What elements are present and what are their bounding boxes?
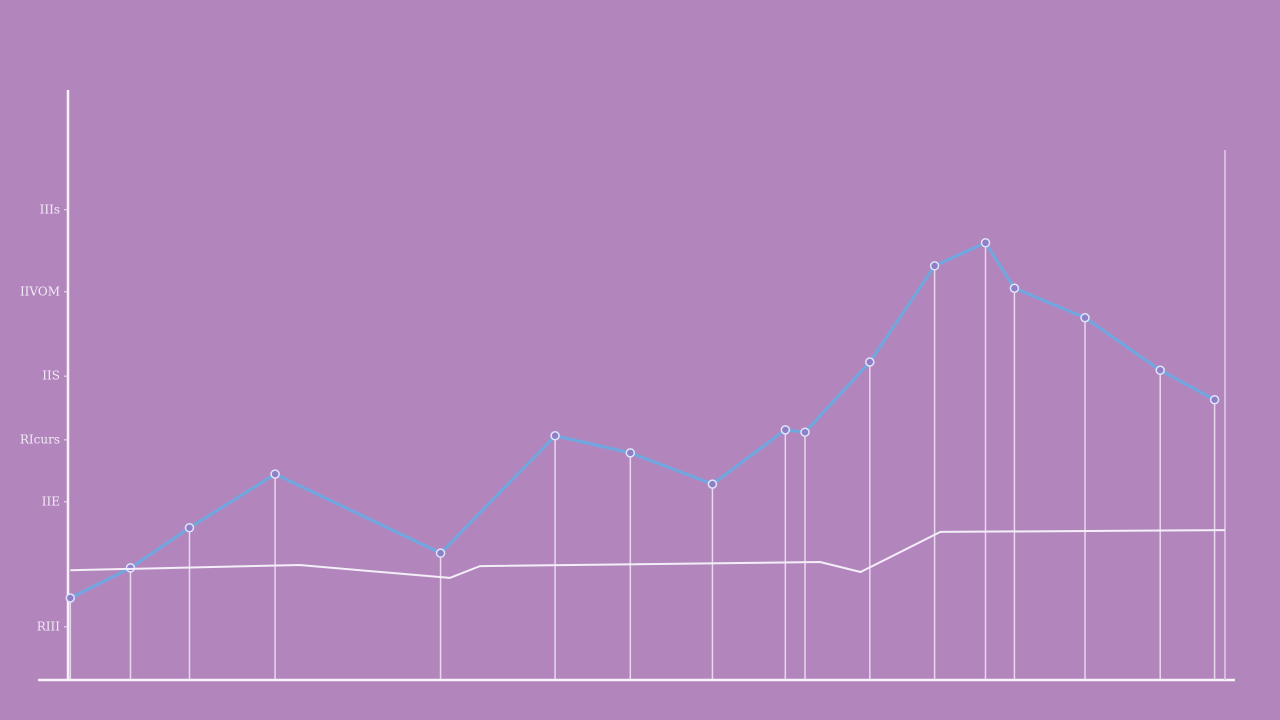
point [1009,283,1020,293]
point [625,448,636,458]
point [865,357,875,367]
point [780,425,791,435]
y-tick-label: IIE [42,494,60,508]
series-line [69,241,1216,600]
y-tick-label: RIcurs [20,432,60,446]
point [65,593,76,603]
point [929,261,940,271]
series-line [70,529,1226,579]
point [980,238,991,248]
y-tick-label: IIIs [40,202,60,216]
point [270,469,280,479]
point [1209,395,1220,405]
point [435,548,446,558]
point [1080,312,1090,323]
y-tick-label: IIVOM [20,284,60,298]
point [800,427,810,437]
point [707,479,718,489]
y-tick-label: IIS [42,369,60,383]
point [1155,365,1165,375]
point [550,430,560,441]
point [184,523,195,533]
y-tick-label: RIII [37,619,61,633]
